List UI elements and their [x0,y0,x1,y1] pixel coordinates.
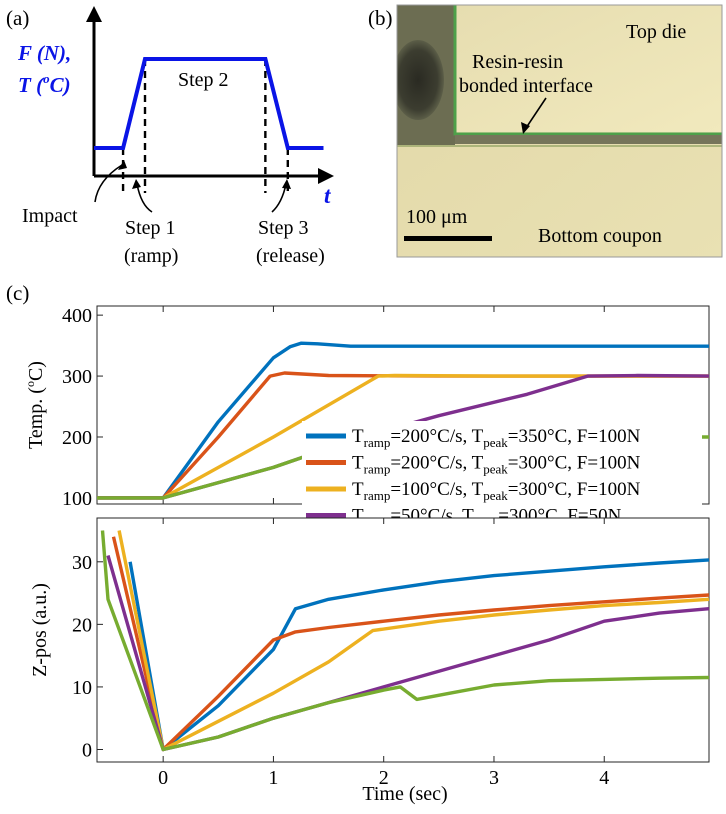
series-line-1 [128,558,710,752]
bonded-interface-line [455,135,722,144]
legend-item: Tramp=200°C/s, Tpeak=300°C, F=100N [306,453,641,477]
panel-a-step2-label: Step 2 [178,69,229,91]
x-tick-label: 3 [489,767,499,789]
scale-bar-label: 100 μm [406,206,468,228]
impact-arrow-head-icon [118,160,127,170]
series-line-3 [117,530,710,752]
void-feature [397,40,444,120]
temp-chart-ticks: 100 200 300 400 [62,305,605,510]
y-tick-label: 30 [72,552,92,574]
panel-label-c: (c) [6,281,29,305]
panel-b-frame [396,4,723,258]
zpos-chart-series [100,530,710,752]
series-line-5 [100,530,710,752]
top-die-label: Top die [626,21,686,43]
legend-label: Tramp=100°C/s, Tpeak=300°C, F=100N [352,479,641,503]
panel-a: (a) F (N), T (oC) t Step 2 Impact Step 1… [6,6,334,267]
zpos-chart: 0 10 20 30 0 1 2 3 4 Z-pos (a.u.) Time (sec) [29,517,710,805]
panel-label-a: (a) [6,6,29,30]
y-tick-label: 20 [72,614,92,636]
panel-b-micrograph [397,5,722,257]
x-tick-label: 2 [379,767,389,789]
impact-arrow [94,164,123,203]
panel-a-ylabel-line1: F (N), [17,41,71,65]
y-tick-label: 400 [62,305,92,327]
scale-bar [404,236,492,241]
series-line-1 [97,341,709,500]
y-tick-label: 10 [72,677,92,699]
interface-edge-green [453,5,722,136]
x-tick-label: 0 [158,767,168,789]
step1-arrow-head-icon [132,179,141,189]
legend-item: Tramp=100°C/s, Tpeak=300°C, F=100N [306,479,641,503]
step3-label: Step 3 [258,217,309,239]
panel-a-xlabel: t [324,183,331,208]
x-tick-label: 1 [268,767,278,789]
panel-a-force-temp-profile [94,57,324,150]
step1-label: Step 1 [125,217,176,239]
panel-label-b: (b) [368,6,393,30]
zpos-chart-ticks: 0 10 20 30 0 1 2 3 4 [72,518,609,789]
series-line-2 [111,536,710,752]
step1-sublabel: (ramp) [124,245,178,267]
legend-item: Tramp=200°C/s, Tpeak=350°C, F=100N [306,426,641,450]
y-tick-label: 300 [62,366,92,388]
bottom-coupon-label: Bottom coupon [538,225,662,247]
x-tick-label: 4 [599,767,609,789]
panel-a-ylabel-line2: T (oC) [18,71,71,97]
interface-label-line1: Resin-resin [472,51,563,73]
step3-sublabel: (release) [256,245,325,267]
top-die-region [455,5,722,132]
impact-label: Impact [22,205,78,227]
legend-label: Tramp=200°C/s, Tpeak=300°C, F=100N [352,453,641,477]
y-tick-label: 100 [62,488,92,510]
temp-chart-ylabel: Temp. (oC) [23,361,47,449]
interface-label-line2: bonded interface [459,75,593,97]
zpos-chart-ylabel: Z-pos (a.u.) [29,583,51,677]
interface-pointer [525,97,547,129]
legend-label: Tramp=200°C/s, Tpeak=350°C, F=100N [352,426,641,450]
step3-arrow-head-icon [282,179,291,189]
panel-a-y-arrow-icon [86,6,102,22]
y-tick-label: 0 [82,739,92,761]
y-tick-label: 200 [62,427,92,449]
interface-pointer-head-icon [521,122,530,134]
step1-arrow [136,183,153,213]
time-axis-label: Time (sec) [362,783,447,805]
panel-a-x-arrow-icon [318,168,334,184]
